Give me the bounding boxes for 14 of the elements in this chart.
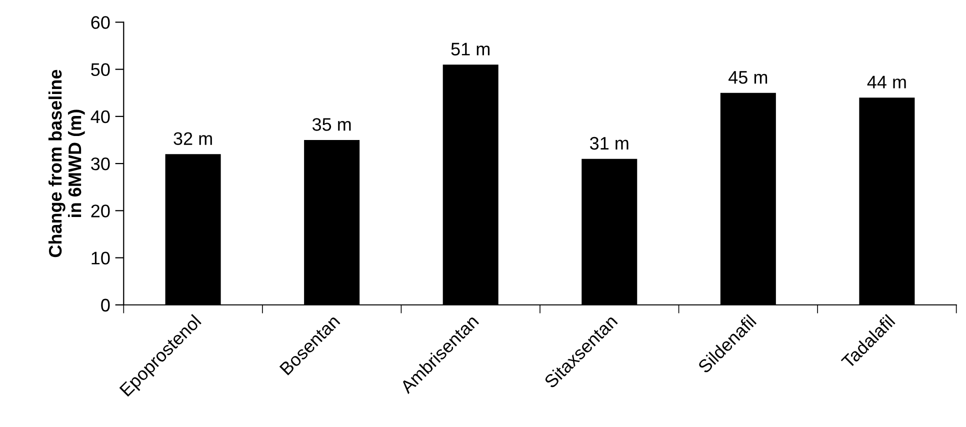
y-tick-label: 10 bbox=[92, 252, 110, 264]
data-label: 45 m bbox=[728, 71, 768, 84]
data-label: 35 m bbox=[312, 118, 351, 131]
y-tick-label: 50 bbox=[91, 63, 110, 76]
y-tick-label: 40 bbox=[90, 110, 110, 124]
data-label: 51 m bbox=[451, 42, 490, 56]
y-tick-label: 20 bbox=[91, 204, 110, 218]
y-axis-title: Change from baseline in 6MWD (m) bbox=[48, 70, 85, 258]
y-tick-label: 0 bbox=[101, 298, 110, 312]
y-tick-label: 30 bbox=[91, 157, 110, 170]
data-label: 32 m bbox=[174, 132, 212, 145]
y-tick-label: 60 bbox=[91, 16, 110, 29]
data-label: 44 m bbox=[867, 76, 906, 88]
data-label: 31 m bbox=[590, 136, 628, 150]
